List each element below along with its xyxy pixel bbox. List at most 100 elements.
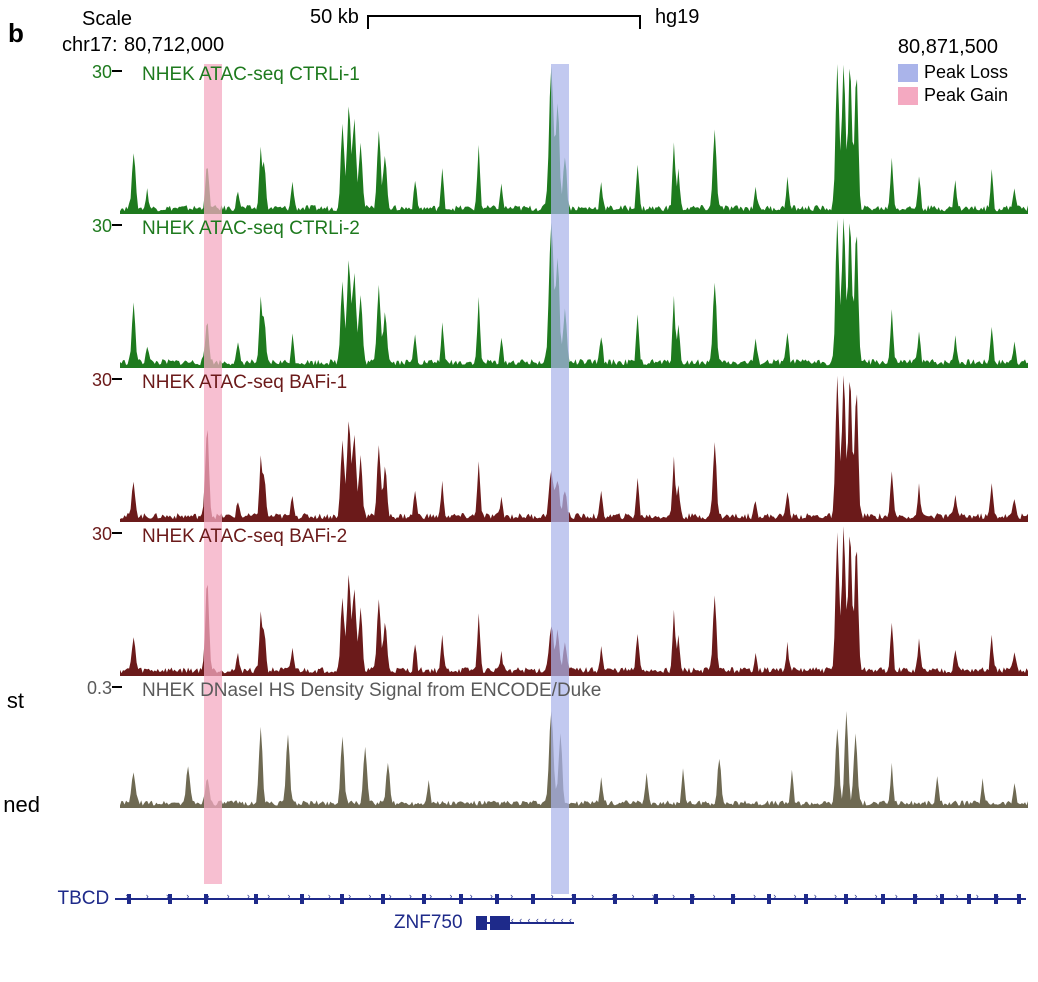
gene-exon (804, 894, 808, 904)
track-ctrl2: 30NHEK ATAC-seq CTRLi-2 (120, 218, 1028, 368)
gene-arrow-icon: › (530, 891, 533, 901)
gene-arrow-icon: ‹ (569, 915, 572, 925)
track-plot (120, 526, 1028, 676)
gene-arrow-icon: › (895, 891, 898, 901)
gene-arrow-icon: › (348, 891, 351, 901)
gene-arrow-icon: › (267, 891, 270, 901)
track-title: NHEK ATAC-seq CTRLi-1 (142, 64, 360, 86)
gene-arrow-icon: › (490, 891, 493, 901)
gene-exon (490, 916, 510, 930)
gene-exon (300, 894, 304, 904)
coord-end: 80,871,500 (898, 36, 998, 59)
gene-arrow-icon: › (449, 891, 452, 901)
gene-arrow-icon: › (287, 891, 290, 901)
gene-arrow-icon: › (976, 891, 979, 901)
track-ytick (112, 378, 122, 380)
gene-arrow-icon: › (247, 891, 250, 901)
track-ytick (112, 532, 122, 534)
gene-arrow-icon: › (409, 891, 412, 901)
gene-arrow-icon: › (328, 891, 331, 901)
gene-exon (495, 894, 499, 904)
track-ytick (112, 686, 122, 688)
highlight-peak-gain (204, 64, 222, 884)
track-title: NHEK DNaseI HS Density Signal from ENCOD… (142, 680, 601, 702)
gene-arrow-icon: › (470, 891, 473, 901)
gene-arrow-icon: › (955, 891, 958, 901)
track-title: NHEK ATAC-seq BAFi-2 (142, 526, 347, 548)
gene-arrow-icon: › (125, 891, 128, 901)
track-title: NHEK ATAC-seq BAFi-1 (142, 372, 347, 394)
gene-arrow-icon: › (166, 891, 169, 901)
track-plot (120, 218, 1028, 368)
gene-arrow-icon: › (308, 891, 311, 901)
track-bafi2: 30NHEK ATAC-seq BAFi-2 (120, 526, 1028, 676)
gene-arrow-icon: › (874, 891, 877, 901)
gene-arrow-icon: › (672, 891, 675, 901)
assembly-label: hg19 (655, 6, 700, 29)
track-plot (120, 64, 1028, 214)
track-ytick (112, 70, 122, 72)
gene-arrow-icon: › (206, 891, 209, 901)
gene-arrow-icon: › (591, 891, 594, 901)
track-ymax-label: 0.3 (68, 678, 112, 699)
gene-arrow-icon: › (692, 891, 695, 901)
gene-exon (381, 894, 385, 904)
cropped-text-st: st (0, 688, 24, 714)
gene-arrow-icon: › (429, 891, 432, 901)
scale-bar: 50 kb hg19 (310, 6, 699, 29)
gene-arrow-icon: ‹ (536, 915, 539, 925)
gene-arrow-icon: › (854, 891, 857, 901)
gene-region: TBCD››››››››››››››››››››››››››››››››››››… (120, 898, 1028, 958)
gene-arrow-icon: › (834, 891, 837, 901)
track-plot (120, 372, 1028, 522)
track-ymax-label: 30 (68, 524, 112, 545)
gene-arrow-icon: ‹ (528, 915, 531, 925)
gene-exon (254, 894, 258, 904)
track-ymax-label: 30 (68, 62, 112, 83)
gene-arrow-icon: › (632, 891, 635, 901)
tracks-region: 30NHEK ATAC-seq CTRLi-130NHEK ATAC-seq C… (120, 64, 1028, 812)
track-ytick (112, 224, 122, 226)
gene-arrow-icon: ‹ (552, 915, 555, 925)
cropped-text-ned: ned (0, 792, 40, 818)
track-bafi1: 30NHEK ATAC-seq BAFi-1 (120, 372, 1028, 522)
gene-exon (844, 894, 848, 904)
gene-arrow-icon: ‹ (561, 915, 564, 925)
gene-arrow-icon: › (186, 891, 189, 901)
track-title: NHEK ATAC-seq CTRLi-2 (142, 218, 360, 240)
gene-arrow-icon: › (146, 891, 149, 901)
coord-start: 80,712,000 (124, 34, 224, 57)
track-dnase: 0.3NHEK DNaseI HS Density Signal from EN… (120, 680, 1028, 808)
panel-label: b (8, 18, 24, 49)
gene-arrow-icon: › (773, 891, 776, 901)
gene-arrow-icon: ‹ (544, 915, 547, 925)
track-ymax-label: 30 (68, 370, 112, 391)
gene-exon (340, 894, 344, 904)
gene-arrow-icon: › (227, 891, 230, 901)
gene-arrow-icon: › (652, 891, 655, 901)
gene-exon (881, 894, 885, 904)
gene-exon (476, 916, 487, 930)
gene-arrow-icon: › (915, 891, 918, 901)
gene-arrow-icon: › (794, 891, 797, 901)
gene-arrow-icon: ‹ (519, 915, 522, 925)
gene-exon (967, 894, 971, 904)
scale-bar-line (367, 15, 641, 29)
gene-arrow-icon: › (389, 891, 392, 901)
chrom-label: chr17: (62, 34, 118, 57)
highlight-peak-loss (551, 64, 569, 894)
gene-arrow-icon: › (510, 891, 513, 901)
scale-label: Scale (82, 8, 132, 31)
gene-arrow-icon: › (1016, 891, 1019, 901)
gene-exon (940, 894, 944, 904)
gene-arrow-icon: ‹ (511, 915, 514, 925)
gene-arrow-icon: › (571, 891, 574, 901)
gene-arrow-icon: › (368, 891, 371, 901)
gene-exon (767, 894, 771, 904)
gene-arrow-icon: › (935, 891, 938, 901)
gene-label-znf750: ZNF750 (394, 912, 463, 934)
gene-exon (459, 894, 463, 904)
track-ymax-label: 30 (68, 216, 112, 237)
gene-arrow-icon: › (611, 891, 614, 901)
gene-label-tbcd: TBCD (57, 888, 109, 910)
